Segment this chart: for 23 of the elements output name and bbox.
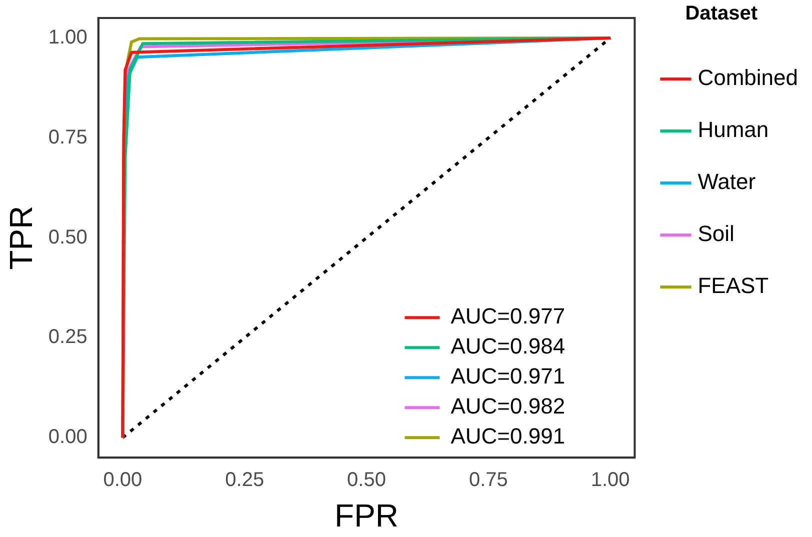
x-tick-label: 1.00 <box>590 469 630 492</box>
y-tick-label: 0.50 <box>48 226 88 248</box>
x-tick-label: 0.25 <box>225 469 264 492</box>
legend-label: FEAST <box>698 273 769 298</box>
x-tick-label: 0.00 <box>103 469 142 492</box>
annotation: AUC=0.991 <box>450 424 566 449</box>
y-tick-label: 0.00 <box>48 426 88 448</box>
x-tick-label: 0.75 <box>468 469 508 492</box>
annotation: AUC=0.971 <box>450 364 566 389</box>
x-tick-label: 0.50 <box>347 469 386 492</box>
legend-title: Dataset <box>685 2 758 25</box>
legend-label: Water <box>698 169 756 194</box>
x-axis-title: FPR <box>334 498 399 534</box>
annotation: AUC=0.984 <box>450 334 566 359</box>
y-tick-label: 1.00 <box>48 26 88 48</box>
annotation: AUC=0.977 <box>450 304 566 329</box>
legend-label: Human <box>698 117 769 142</box>
y-tick-label: 0.75 <box>48 126 88 148</box>
y-tick-label: 0.25 <box>48 326 88 348</box>
legend-label: Combined <box>698 65 798 90</box>
annotation: AUC=0.982 <box>450 394 566 419</box>
legend-label: Soil <box>698 221 734 246</box>
y-axis-title: TPR <box>3 206 40 270</box>
